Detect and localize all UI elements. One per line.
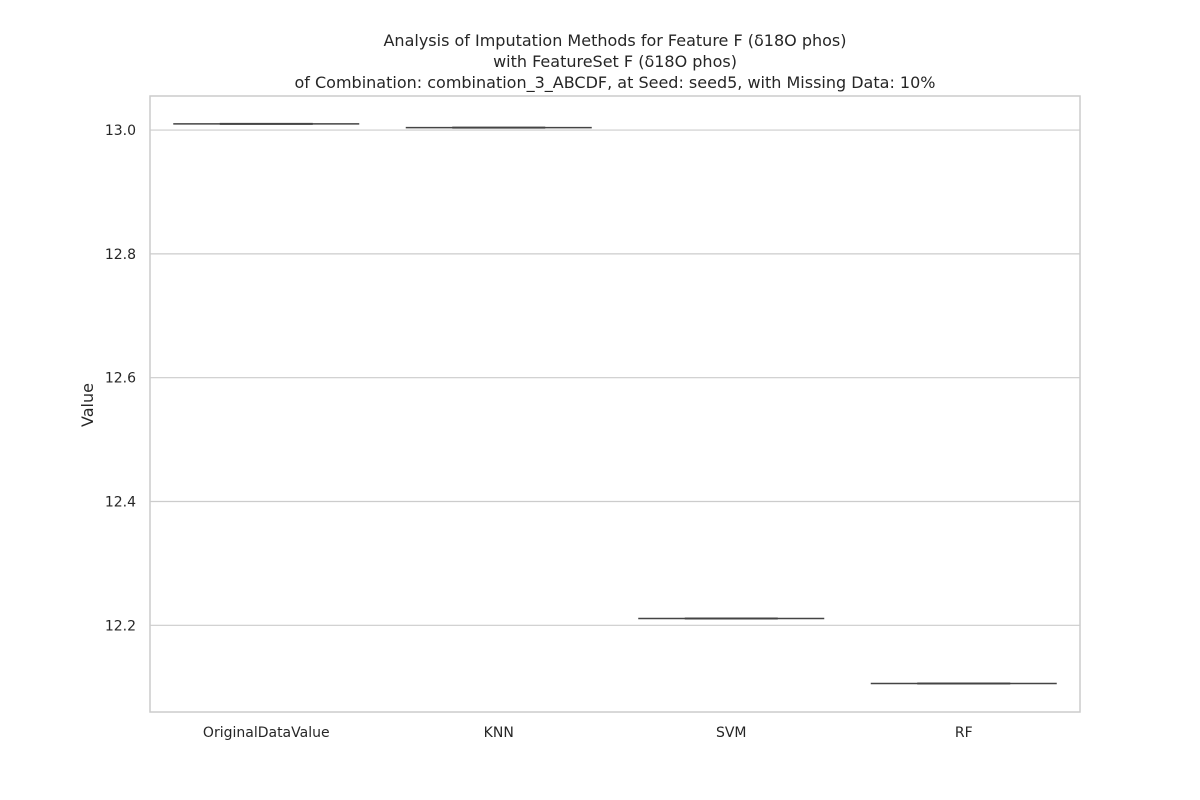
plot-frame — [149, 95, 1081, 713]
y-tick-label: 13.0 — [105, 123, 136, 139]
y-gridlines — [150, 129, 1080, 626]
y-axis-label: Value — [78, 383, 97, 427]
y-tick-labels: 12.2 12.4 12.6 12.8 13.0 — [105, 123, 136, 634]
box-marks — [173, 122, 1057, 685]
y-tick-label: 12.4 — [105, 495, 136, 511]
chart-title-line-3: of Combination: combination_3_ABCDF, at … — [295, 73, 936, 93]
x-tick-label: OriginalDataValue — [203, 725, 330, 741]
x-tick-label: KNN — [484, 725, 514, 741]
chart-title-line-2: with FeatureSet F (δ18O phos) — [493, 52, 737, 71]
x-tick-label: SVM — [716, 725, 747, 741]
y-tick-label: 12.8 — [105, 247, 136, 263]
chart-title: Analysis of Imputation Methods for Featu… — [295, 31, 936, 93]
x-tick-label: RF — [955, 725, 973, 741]
chart-title-line-1: Analysis of Imputation Methods for Featu… — [383, 31, 846, 50]
y-tick-label: 12.2 — [105, 618, 136, 634]
y-tick-label: 12.6 — [105, 371, 136, 387]
x-tick-labels: OriginalDataValue KNN SVM RF — [203, 725, 973, 741]
